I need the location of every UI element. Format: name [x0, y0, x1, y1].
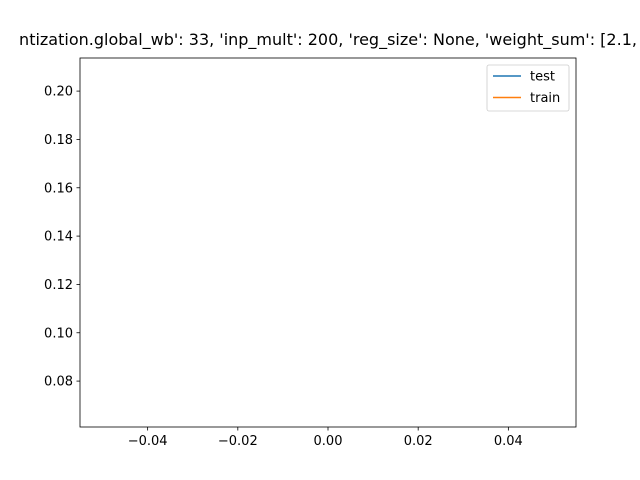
y-tick-label: 0.20 [44, 85, 73, 100]
legend-label: train [530, 91, 560, 106]
y-tick-label: 0.08 [44, 375, 73, 390]
y-tick-label: 0.18 [44, 133, 73, 148]
x-tick-label: 0.04 [494, 434, 523, 449]
y-tick-label: 0.12 [44, 278, 73, 293]
x-tick-label: −0.02 [218, 434, 258, 449]
y-tick-label: 0.16 [44, 181, 73, 196]
legend-label: test [530, 70, 555, 85]
x-tick-label: 0.00 [314, 434, 343, 449]
y-tick-label: 0.10 [44, 326, 73, 341]
chart-title: ntization.global_wb': 33, 'inp_mult': 20… [19, 30, 637, 50]
x-tick-label: −0.04 [128, 434, 168, 449]
y-tick-label: 0.14 [44, 230, 73, 245]
x-tick-label: 0.02 [404, 434, 433, 449]
